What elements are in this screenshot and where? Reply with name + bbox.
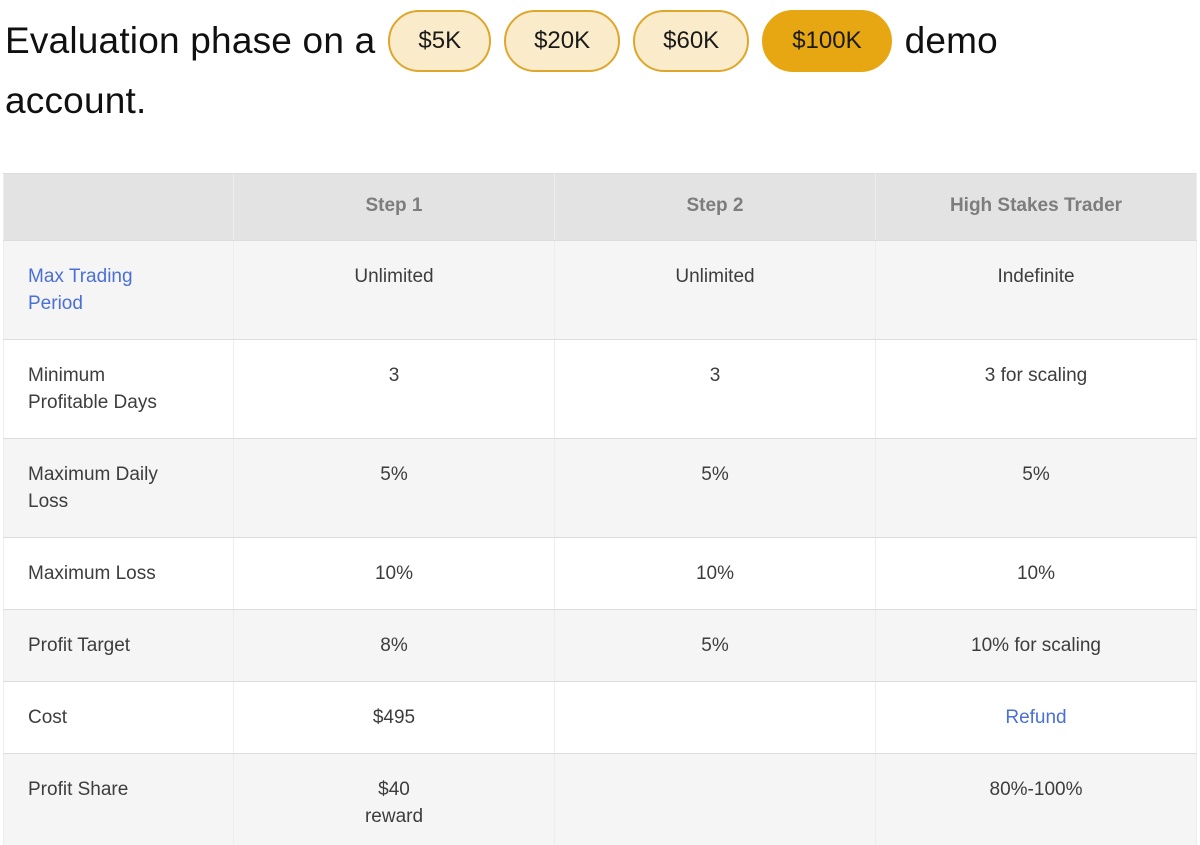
cell-step2-maximum-daily-loss: 5% [554,438,876,538]
account-size-pill-5k[interactable]: $5K [388,10,492,72]
heading-prefix-text: Evaluation phase on a [5,20,376,61]
cell-step2-cost [554,681,876,754]
evaluation-table-container: Step 1 Step 2 High Stakes Trader Max Tra… [3,173,1197,845]
cell-hst-max-trading-period: Indefinite [875,240,1197,340]
cell-step2-profit-target: 5% [554,609,876,682]
cell-step1-profit-share: $40 reward [233,753,555,845]
column-header-step2: Step 2 [554,173,876,241]
cell-step2-minimum-profitable-days: 3 [554,339,876,439]
table-row-minimum-profitable-days: Minimum Profitable Days 3 3 3 for scalin… [3,339,1197,439]
table-row-max-trading-period: Max Trading Period Unlimited Unlimited I… [3,240,1197,340]
table-row-cost: Cost $495 Refund [3,681,1197,754]
cell-hst-minimum-profitable-days: 3 for scaling [875,339,1197,439]
table-row-maximum-loss: Maximum Loss 10% 10% 10% [3,537,1197,610]
cell-hst-maximum-loss: 10% [875,537,1197,610]
heading-line-2: account. [5,80,147,121]
cell-hst-maximum-daily-loss: 5% [875,438,1197,538]
row-label-maximum-daily-loss: Maximum Daily Loss [3,438,234,538]
table-row-profit-share: Profit Share $40 reward 80%-100% [3,753,1197,845]
max-trading-period-link[interactable]: Max Trading Period [28,266,133,314]
cell-step1-profit-target: 8% [233,609,555,682]
column-header-step1: Step 1 [233,173,555,241]
heading-line-1: Evaluation phase on a $5K $20K $60K $100… [5,10,1200,72]
cell-step1-minimum-profitable-days: 3 [233,339,555,439]
column-header-empty [3,173,234,241]
row-label-maximum-loss: Maximum Loss [3,537,234,610]
row-label-profit-share: Profit Share [3,753,234,845]
table-row-profit-target: Profit Target 8% 5% 10% for scaling [3,609,1197,682]
heading-suffix-text: demo [904,20,998,61]
row-label-profit-target: Profit Target [3,609,234,682]
cell-step1-maximum-daily-loss: 5% [233,438,555,538]
cell-step1-max-trading-period: Unlimited [233,240,555,340]
cell-step1-cost: $495 [233,681,555,754]
table-header-row: Step 1 Step 2 High Stakes Trader [3,173,1197,241]
account-size-pill-20k[interactable]: $20K [504,10,621,72]
account-size-pill-60k[interactable]: $60K [633,10,750,72]
cell-hst-profit-target: 10% for scaling [875,609,1197,682]
cell-step2-profit-share [554,753,876,845]
row-label-minimum-profitable-days: Minimum Profitable Days [3,339,234,439]
table-row-maximum-daily-loss: Maximum Daily Loss 5% 5% 5% [3,438,1197,538]
cell-step2-max-trading-period: Unlimited [554,240,876,340]
cell-hst-profit-share: 80%-100% [875,753,1197,845]
refund-link[interactable]: Refund [1005,707,1067,728]
cell-step1-maximum-loss: 10% [233,537,555,610]
cell-step2-maximum-loss: 10% [554,537,876,610]
account-size-pill-100k-selected[interactable]: $100K [762,10,892,72]
page-heading: Evaluation phase on a $5K $20K $60K $100… [0,0,1200,130]
evaluation-table: Step 1 Step 2 High Stakes Trader Max Tra… [3,173,1197,845]
row-label-cost: Cost [3,681,234,754]
column-header-high-stakes-trader: High Stakes Trader [875,173,1197,241]
